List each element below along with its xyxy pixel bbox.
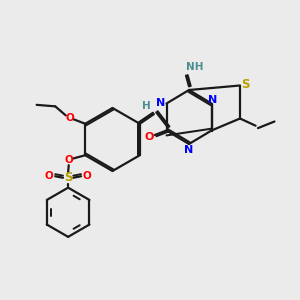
Text: N: N — [157, 98, 166, 109]
Text: N: N — [208, 95, 217, 105]
Text: NH: NH — [186, 62, 203, 72]
Text: S: S — [241, 77, 250, 91]
Text: O: O — [45, 171, 54, 181]
Text: H: H — [142, 101, 151, 111]
Text: S: S — [64, 171, 72, 184]
Text: O: O — [64, 155, 73, 165]
Text: O: O — [145, 131, 154, 142]
Text: N: N — [184, 145, 194, 155]
Text: O: O — [82, 171, 91, 181]
Text: O: O — [65, 113, 74, 123]
